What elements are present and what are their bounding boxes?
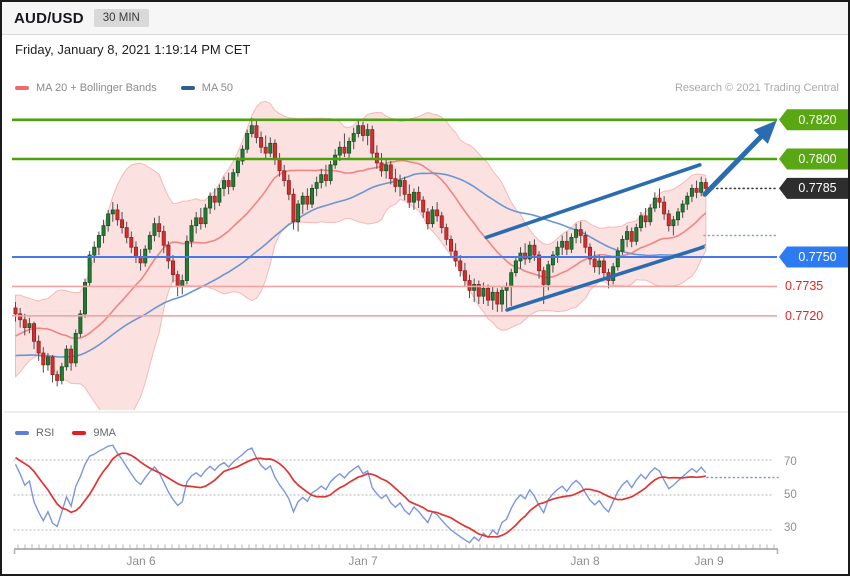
ma50-swatch-icon (180, 85, 195, 91)
rsi-legend: RSI 9MA (15, 427, 134, 439)
ma20-swatch-icon (15, 85, 29, 91)
price-label-resistance-7820: 0.7820 (798, 113, 837, 127)
header-bar: AUD/USD 30 MIN (2, 2, 848, 35)
main-plot-layer (13, 100, 708, 410)
rsi-grid-label-30: 30 (784, 522, 797, 534)
price-label-last-price: 0.7785 (798, 181, 837, 195)
legend-label-ma20: MA 20 + Bollinger Bands (36, 82, 157, 94)
symbol-title: AUD/USD (14, 9, 84, 27)
bollinger-band-area (15, 100, 707, 410)
trend-channel-upper-line (484, 163, 702, 240)
legend-item-ma50: MA 50 (180, 82, 233, 94)
rsi-ma-swatch-icon (72, 430, 87, 436)
timeframe-badge: 30 MIN (93, 9, 149, 27)
legend-item-rsi: RSI (15, 427, 54, 439)
rsi-line (14, 444, 707, 544)
x-axis-label-jan7: Jan 7 (348, 554, 378, 568)
legend-item-9ma: 9MA (72, 427, 116, 439)
level-lines-layer (12, 109, 848, 317)
legend-label-rsi: RSI (36, 427, 55, 439)
rsi-grid-label-70: 70 (784, 456, 797, 468)
x-axis-label-jan6: Jan 6 (126, 554, 156, 568)
x-axis-label-jan9: Jan 9 (694, 554, 724, 568)
ma50-line (15, 172, 707, 358)
legend-item-ma20-bollinger: MA 20 + Bollinger Bands (15, 82, 157, 94)
rsi-9ma-line (15, 452, 706, 538)
x-axis-label-jan8: Jan 8 (570, 554, 600, 568)
candlestick-layer (13, 117, 708, 387)
price-label-support-7735: 0.7735 (785, 279, 824, 293)
datetime-line: Friday, January 8, 2021 1:19:14 PM CET (15, 42, 251, 57)
research-credit: Research © 2021 Trading Central (674, 82, 839, 94)
rsi-panel-layer (13, 444, 773, 544)
legend-label-9ma: 9MA (93, 427, 116, 439)
x-axis (13, 544, 779, 554)
rsi-grid-label-50: 50 (784, 489, 797, 501)
bullish-arrow (702, 120, 777, 197)
main-chart-legend: MA 20 + Bollinger Bands MA 50 (15, 82, 257, 94)
price-label-resistance-7800: 0.7800 (798, 152, 837, 166)
price-label-support-7750: 0.7750 (798, 250, 837, 264)
rsi-swatch-icon (15, 430, 29, 436)
legend-label-ma50: MA 50 (201, 82, 233, 94)
price-label-support-7720: 0.7720 (785, 309, 824, 323)
trend-channel-lower-line (505, 245, 705, 312)
